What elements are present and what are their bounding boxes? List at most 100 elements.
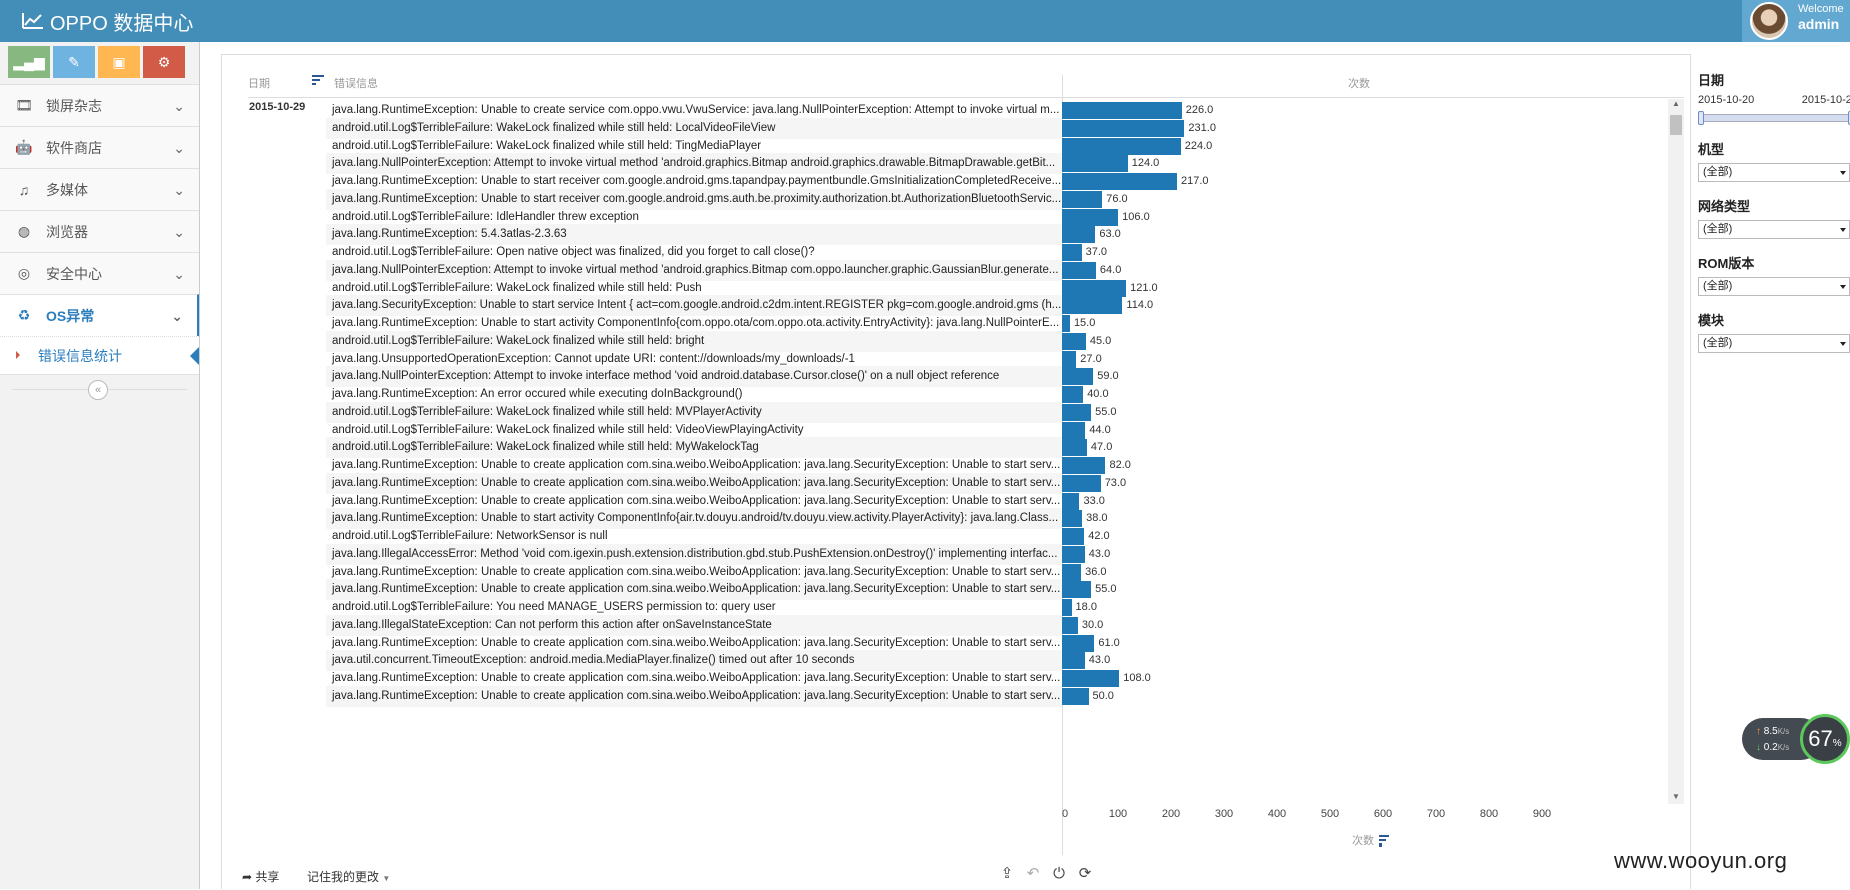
revert-button[interactable]: ⏻ (1050, 864, 1068, 882)
table-row[interactable]: java.lang.IllegalStateException: Can not… (326, 614, 1656, 636)
table-row[interactable]: java.lang.RuntimeException: Unable to cr… (326, 562, 1656, 583)
table-row[interactable]: java.lang.RuntimeException: 5.4.3atlas-2… (326, 224, 1656, 246)
table-row[interactable]: android.util.Log$TerribleFailure: You ne… (326, 597, 1656, 618)
sidebar-item-browser[interactable]: ◍ 浏览器 ⌄ (0, 210, 199, 252)
table-row[interactable]: java.lang.RuntimeException: Unable to cr… (326, 100, 1656, 121)
count-bar[interactable] (1062, 350, 1077, 368)
scroll-up-arrow[interactable]: ▲ (1672, 99, 1680, 108)
count-bar[interactable] (1062, 670, 1120, 687)
table-row[interactable]: java.lang.RuntimeException: An error occ… (326, 384, 1656, 405)
sidebar-item-security-center[interactable]: ◎ 安全中心 ⌄ (0, 252, 199, 294)
count-bar[interactable] (1062, 226, 1096, 244)
table-row[interactable]: android.util.Log$TerribleFailure: WakeLo… (326, 136, 1656, 157)
sidebar-item-os-exception[interactable]: ♻ OS异常 ⌄ (0, 294, 199, 336)
count-bar[interactable] (1062, 173, 1177, 190)
count-bar[interactable] (1062, 652, 1085, 670)
table-row[interactable]: android.util.Log$TerribleFailure: Open n… (326, 242, 1656, 263)
table-row[interactable]: java.lang.RuntimeException: Unable to cr… (326, 472, 1656, 494)
count-bar[interactable] (1062, 492, 1080, 510)
table-row[interactable]: android.util.Log$TerribleFailure: IdleHa… (326, 207, 1656, 228)
table-row[interactable]: java.lang.SecurityException: Unable to s… (326, 295, 1656, 317)
table-row[interactable]: java.lang.UnsupportedOperationException:… (326, 349, 1656, 370)
count-bar[interactable] (1062, 368, 1094, 386)
count-bar[interactable] (1062, 599, 1072, 616)
edit-shortcut-button[interactable]: ✎ (53, 46, 95, 78)
x-axis-title[interactable]: 次数 (1352, 832, 1391, 848)
table-row[interactable]: android.util.Log$TerribleFailure: WakeLo… (326, 278, 1656, 299)
remember-changes-dropdown[interactable]: 记住我的更改 ▼ (307, 868, 390, 885)
refresh-button[interactable]: ⟳ (1076, 864, 1094, 882)
settings-shortcut-button[interactable]: ⚙ (143, 46, 185, 78)
network-select[interactable]: (全部) (1698, 220, 1850, 239)
count-bar[interactable] (1062, 403, 1092, 421)
sidebar-subitem-error-stats[interactable]: 错误信息统计 (0, 336, 199, 374)
count-bar[interactable] (1062, 332, 1086, 350)
count-bar[interactable] (1062, 421, 1086, 439)
sidebar-collapse-button[interactable]: « (88, 380, 108, 400)
table-row[interactable]: java.lang.IllegalAccessError: Method 'vo… (326, 543, 1656, 565)
column-header-count[interactable]: 次数 (1348, 78, 1370, 90)
count-bar[interactable] (1062, 102, 1182, 119)
signal-shortcut-button[interactable]: ▂▄▆ (8, 46, 50, 78)
table-row[interactable]: java.lang.RuntimeException: Unable to cr… (326, 455, 1656, 476)
table-row[interactable]: android.util.Log$TerribleFailure: WakeLo… (326, 330, 1656, 352)
sidebar-item-app-store[interactable]: 🤖 软件商店 ⌄ (0, 126, 199, 168)
count-bar[interactable] (1062, 279, 1127, 297)
sidebar-item-lockscreen-magazine[interactable]: 🎞 锁屏杂志 ⌄ (0, 84, 199, 126)
count-bar[interactable] (1062, 616, 1078, 634)
model-select[interactable]: (全部) (1698, 163, 1850, 182)
count-bar[interactable] (1062, 634, 1095, 652)
count-bar[interactable] (1062, 119, 1185, 137)
count-bar[interactable] (1062, 474, 1101, 492)
share-button[interactable]: ➦ 共享 (242, 868, 279, 885)
export-button[interactable]: ⇪ (998, 864, 1016, 882)
table-row[interactable]: android.util.Log$TerribleFailure: WakeLo… (326, 117, 1656, 139)
brand-logo[interactable]: OPPO 数据中心 (22, 6, 193, 36)
table-row[interactable]: java.lang.RuntimeException: Unable to st… (326, 313, 1656, 334)
sort-icon[interactable] (1379, 835, 1391, 848)
count-bar[interactable] (1062, 261, 1096, 279)
table-row[interactable]: android.util.Log$TerribleFailure: WakeLo… (326, 437, 1656, 459)
sort-icon[interactable] (312, 75, 324, 88)
count-bar[interactable] (1062, 208, 1119, 226)
count-bar[interactable] (1062, 297, 1123, 315)
rom-select[interactable]: (全部) (1698, 277, 1850, 296)
date-range-slider[interactable] (1698, 111, 1850, 125)
count-bar[interactable] (1062, 439, 1087, 457)
count-bar[interactable] (1062, 386, 1084, 403)
table-row[interactable]: java.lang.RuntimeException: Unable to cr… (326, 579, 1656, 601)
gift-shortcut-button[interactable]: ▣ (98, 46, 140, 78)
table-row[interactable]: android.util.Log$TerribleFailure: WakeLo… (326, 420, 1656, 441)
user-menu[interactable]: Welcome admin (1742, 0, 1850, 42)
scroll-thumb[interactable] (1670, 115, 1682, 135)
count-bar[interactable] (1062, 137, 1181, 155)
count-bar[interactable] (1062, 244, 1082, 261)
table-row[interactable]: java.lang.NullPointerException: Attempt … (326, 153, 1656, 175)
table-row[interactable]: android.util.Log$TerribleFailure: WakeLo… (326, 401, 1656, 423)
table-row[interactable]: java.lang.RuntimeException: Unable to cr… (326, 491, 1656, 512)
slider-end-handle[interactable] (1848, 111, 1850, 125)
undo-button[interactable]: ↶ (1024, 864, 1042, 882)
count-bar[interactable] (1062, 155, 1128, 173)
module-select[interactable]: (全部) (1698, 334, 1850, 353)
table-row[interactable]: java.lang.RuntimeException: Unable to st… (326, 508, 1656, 530)
column-header-date[interactable]: 日期 (248, 78, 270, 90)
count-bar[interactable] (1062, 190, 1103, 208)
network-speed-widget[interactable]: 8.5K/s 0.2K/s 67% (1742, 714, 1850, 764)
count-bar[interactable] (1062, 581, 1092, 599)
count-bar[interactable] (1062, 457, 1106, 474)
table-row[interactable]: java.lang.RuntimeException: Unable to cr… (326, 685, 1656, 707)
table-row[interactable]: android.util.Log$TerribleFailure: Networ… (326, 526, 1656, 547)
table-row[interactable]: java.lang.RuntimeException: Unable to st… (326, 188, 1656, 210)
count-bar[interactable] (1062, 315, 1070, 332)
count-bar[interactable] (1062, 545, 1085, 563)
slider-start-handle[interactable] (1698, 111, 1704, 125)
table-row[interactable]: java.lang.RuntimeException: Unable to cr… (326, 668, 1656, 689)
count-bar[interactable] (1062, 510, 1083, 528)
sidebar-item-multimedia[interactable]: ♫ 多媒体 ⌄ (0, 168, 199, 210)
table-row[interactable]: java.lang.RuntimeException: Unable to st… (326, 171, 1656, 192)
scroll-down-arrow[interactable]: ▼ (1672, 792, 1680, 801)
count-bar[interactable] (1062, 528, 1085, 545)
count-bar[interactable] (1062, 687, 1089, 705)
vertical-scrollbar[interactable]: ▲ ▼ (1668, 99, 1684, 804)
